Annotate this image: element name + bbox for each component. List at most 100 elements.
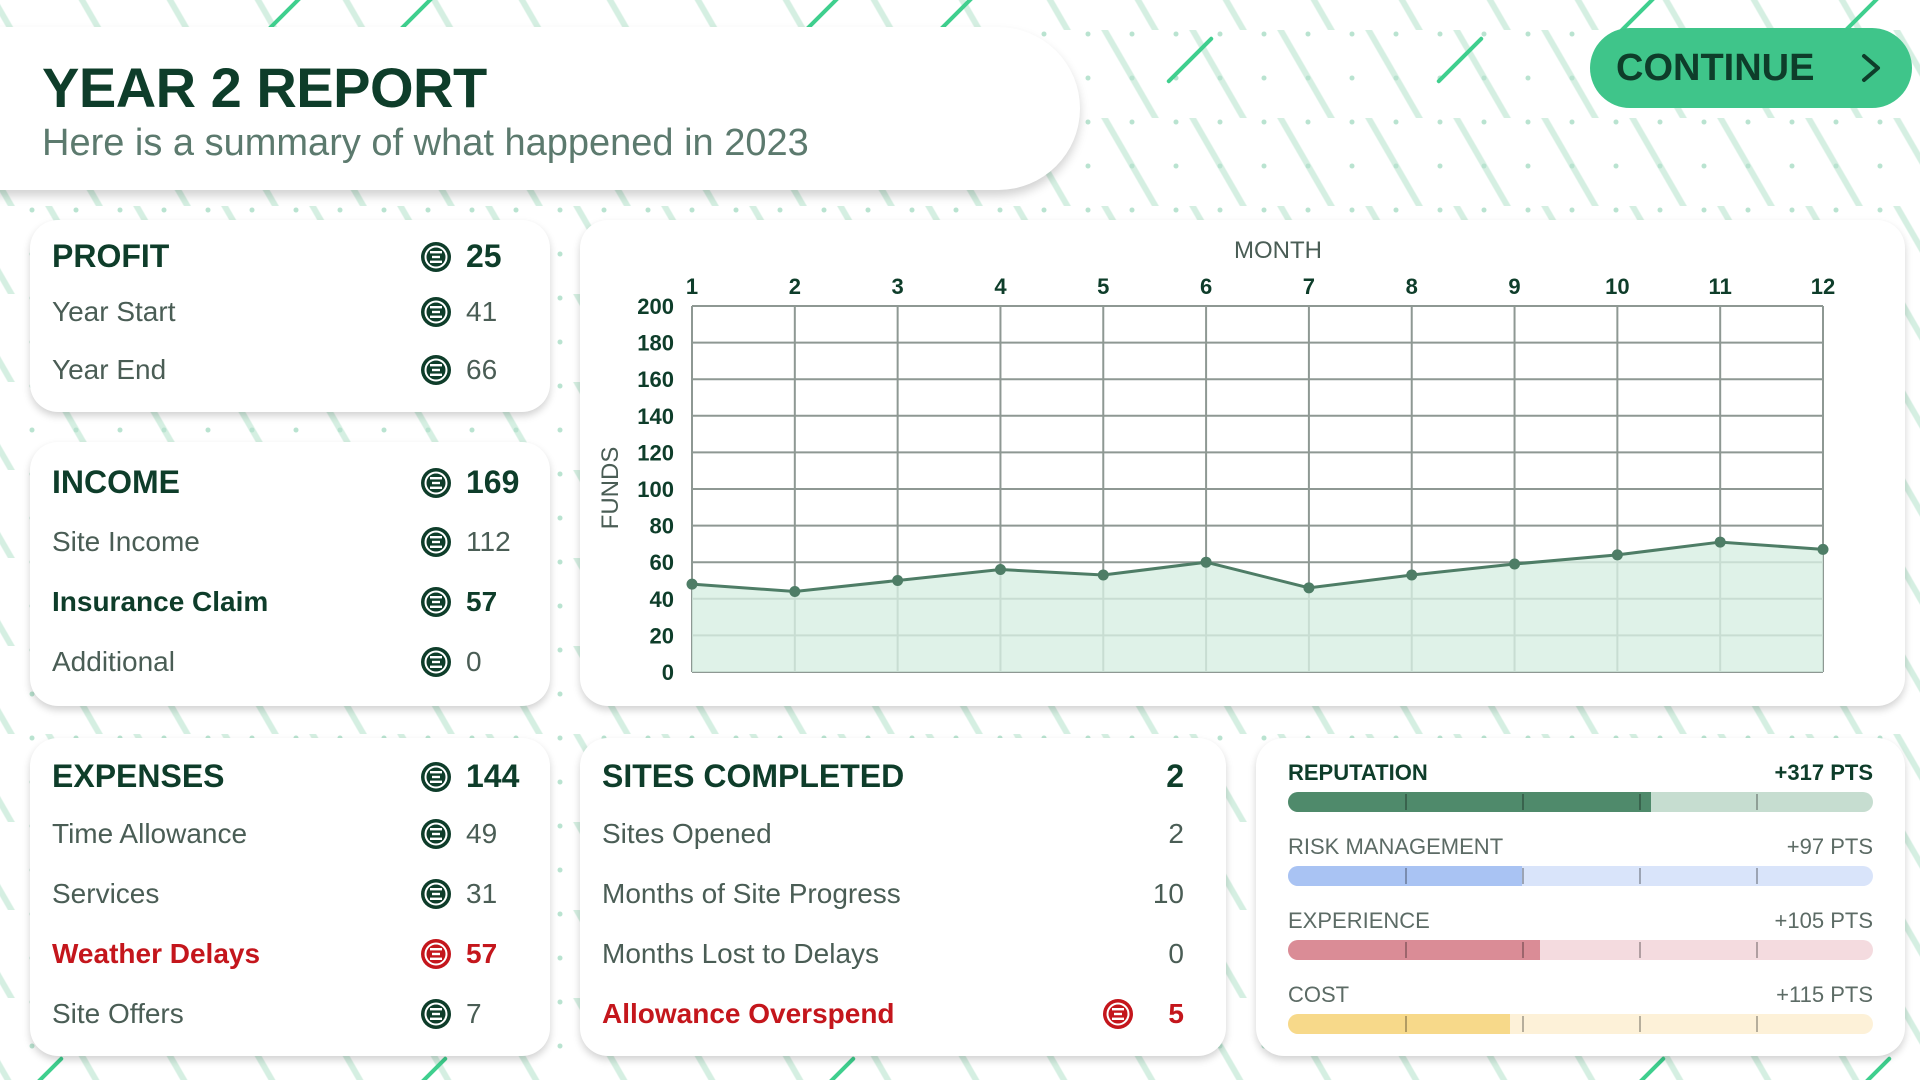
income-total-row: INCOME 169	[52, 464, 528, 501]
decor-slash	[1843, 1055, 1893, 1080]
metric-label: REPUTATION	[1288, 760, 1428, 785]
metric-points: +97 PTS	[1786, 834, 1873, 859]
metric-bar	[1288, 866, 1873, 886]
row-value: 0	[466, 646, 482, 677]
coin-icon	[421, 355, 451, 385]
list-item: Insurance Claim 57	[52, 586, 528, 618]
metric-cost: COST +115 PTS	[1288, 982, 1873, 1034]
coin-icon	[421, 467, 451, 498]
list-item: Weather Delays 57	[52, 938, 528, 970]
x-tick-label: 10	[1605, 274, 1629, 299]
list-item: Additional 0	[52, 646, 528, 678]
row-value: 2	[1168, 818, 1184, 849]
list-item: Year End 66	[52, 354, 528, 386]
chart-y-label: FUNDS	[597, 447, 624, 530]
income-title: INCOME	[52, 464, 180, 500]
chart-point	[1714, 536, 1726, 548]
sites-total: 2	[1166, 758, 1184, 794]
list-item: Year Start 41	[52, 296, 528, 328]
row-value: 10	[1152, 878, 1184, 909]
row-label: Services	[52, 878, 160, 909]
list-item: Months Lost to Delays 0	[602, 938, 1184, 970]
metric-points: +105 PTS	[1774, 908, 1873, 933]
sites-card: SITES COMPLETED 2 Sites Opened 2 Months …	[580, 738, 1226, 1056]
chart-points	[686, 536, 1829, 597]
decor-slash	[1435, 35, 1485, 85]
y-tick-label: 160	[637, 367, 674, 392]
row-label: Year Start	[52, 296, 176, 327]
x-tick-label: 9	[1508, 274, 1520, 299]
metric-reputation: REPUTATION +317 PTS	[1288, 760, 1873, 812]
list-item: Site Income 112	[52, 526, 528, 558]
funds-chart-card: 1 2 3 4 5 6 7 8 9 10 11 12 0 20 40 60 80 100 120 140 160 180…	[580, 220, 1905, 706]
y-tick-label: 20	[650, 623, 674, 648]
x-tick-label: 3	[892, 274, 904, 299]
decor-slash	[1165, 35, 1215, 85]
coin-icon	[421, 297, 451, 327]
profit-total-row: PROFIT 25	[52, 238, 528, 275]
metric-bar	[1288, 792, 1873, 812]
coin-icon	[421, 819, 451, 849]
income-card: INCOME 169 Site Income 112 Insurance Cla…	[30, 442, 550, 706]
metric-bar-tick	[1405, 868, 1407, 884]
chart-point	[1303, 582, 1315, 594]
list-item: Sites Opened 2	[602, 818, 1184, 850]
coin-icon	[421, 587, 451, 617]
metric-risk-management: RISK MANAGEMENT +97 PTS	[1288, 834, 1873, 886]
row-value: 57	[466, 938, 498, 969]
decor-slash	[1617, 1055, 1667, 1080]
expenses-title: EXPENSES	[52, 758, 225, 794]
income-total: 169	[466, 464, 520, 500]
funds-chart: 1 2 3 4 5 6 7 8 9 10 11 12 020406080100120140160180…	[597, 237, 1835, 685]
x-tick-label: 8	[1406, 274, 1418, 299]
y-tick-label: 40	[650, 587, 674, 612]
metric-bar-tick	[1522, 1016, 1524, 1032]
expenses-total: 144	[466, 758, 520, 794]
sites-title: SITES COMPLETED	[602, 758, 905, 794]
row-value: 41	[466, 296, 498, 327]
metric-bar-tick	[1639, 942, 1641, 958]
metric-bar-tick	[1405, 1016, 1407, 1032]
coin-icon	[421, 527, 451, 557]
chart-point	[1406, 569, 1418, 581]
coin-icon-alert	[1103, 999, 1133, 1029]
chevron-right-icon	[1862, 54, 1880, 82]
row-label: Months Lost to Delays	[602, 938, 880, 969]
chart-point	[686, 578, 698, 590]
metrics-card: REPUTATION +317 PTS RISK MANAGEMENT +97 …	[1256, 738, 1905, 1056]
row-value: 49	[466, 818, 498, 849]
metric-bar-fill	[1288, 866, 1522, 886]
continue-button[interactable]: CONTINUE	[1590, 28, 1912, 108]
metric-bar-tick	[1756, 794, 1758, 810]
x-tick-label: 1	[686, 274, 698, 299]
row-label: Site Income	[52, 526, 200, 557]
x-tick-label: 2	[789, 274, 801, 299]
list-item: Months of Site Progress 10	[602, 878, 1184, 910]
metric-label: RISK MANAGEMENT	[1288, 834, 1504, 859]
x-tick-label: 11	[1709, 274, 1732, 299]
chart-point	[1097, 569, 1109, 581]
page-subtitle: Here is a summary of what happened in 20…	[42, 122, 809, 164]
metric-experience: EXPERIENCE +105 PTS	[1288, 908, 1873, 960]
page-title: YEAR 2 REPORT	[42, 56, 487, 119]
y-tick-label: 80	[650, 514, 674, 539]
decor-slash	[807, 1055, 857, 1080]
x-tick-label: 6	[1200, 274, 1212, 299]
metric-points: +317 PTS	[1774, 760, 1873, 785]
row-label: Time Allowance	[52, 818, 248, 849]
y-tick-label: 180	[637, 331, 674, 356]
metric-bar-fill	[1288, 940, 1540, 960]
chart-point	[1200, 556, 1212, 568]
y-tick-label: 140	[637, 404, 674, 429]
continue-button-label: CONTINUE	[1616, 46, 1815, 89]
chart-x-label: MONTH	[1234, 237, 1322, 264]
row-value: 66	[466, 354, 498, 385]
list-item: Allowance Overspend 5	[602, 998, 1184, 1030]
chart-point	[1817, 543, 1829, 555]
chart-point	[789, 585, 801, 597]
list-item: Time Allowance 49	[52, 818, 528, 850]
y-tick-label: 200	[637, 294, 674, 319]
profit-title: PROFIT	[52, 238, 170, 274]
metric-bar	[1288, 940, 1873, 960]
metric-bar-fill	[1288, 1014, 1511, 1034]
